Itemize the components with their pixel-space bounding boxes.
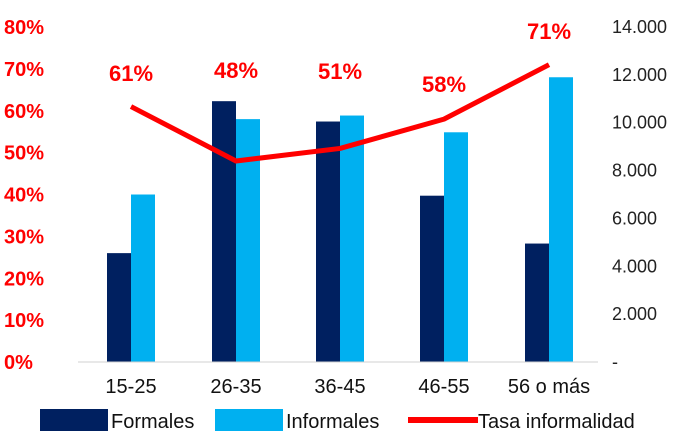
right-tick-label: 6.000: [612, 208, 657, 228]
bar-informales: [131, 194, 155, 362]
rate-label: 58%: [422, 72, 466, 97]
left-tick-label: 0%: [4, 352, 33, 374]
rate-label: 61%: [109, 61, 153, 86]
left-tick-label: 30%: [4, 226, 44, 248]
legend-swatch-formales: [40, 409, 108, 431]
legend-swatch-informales: [215, 409, 283, 431]
right-tick-label: -: [612, 352, 618, 372]
right-tick-label: 4.000: [612, 256, 657, 276]
legend: Formales Informales Tasa informalidad: [40, 409, 635, 433]
left-axis-ticks: 0% 10% 20% 30% 40% 50% 60% 70% 80%: [4, 17, 44, 374]
right-tick-label: 2.000: [612, 304, 657, 324]
tasa-line: [129, 62, 551, 164]
bar-informales: [236, 119, 260, 362]
right-axis-ticks: - 2.000 4.000 6.000 8.000 10.000 12.000 14.000: [612, 17, 667, 372]
bar-informales: [444, 132, 468, 362]
legend-label-tasa: Tasa informalidad: [478, 411, 635, 433]
bar-formales: [107, 253, 131, 362]
bar-informales: [549, 77, 573, 362]
left-tick-label: 70%: [4, 59, 44, 81]
x-tick-label: 15-25: [105, 376, 156, 398]
right-tick-label: 14.000: [612, 17, 667, 37]
rate-label: 51%: [318, 59, 362, 84]
right-tick-label: 10.000: [612, 113, 667, 133]
bar-formales: [212, 101, 236, 362]
right-tick-label: 8.000: [612, 161, 657, 181]
right-tick-label: 12.000: [612, 65, 667, 85]
left-tick-label: 10%: [4, 310, 44, 332]
legend-label-informales: Informales: [286, 411, 379, 433]
x-tick-label: 46-55: [418, 376, 469, 398]
rate-data-labels: 61% 48% 51% 58% 71%: [109, 19, 571, 97]
x-tick-label: 56 o más: [508, 376, 590, 398]
rate-label: 71%: [527, 19, 571, 44]
x-tick-label: 26-35: [210, 376, 261, 398]
legend-label-formales: Formales: [111, 411, 194, 433]
left-tick-label: 80%: [4, 17, 44, 39]
bar-formales: [420, 195, 444, 362]
series-formales-bars: [107, 101, 549, 363]
left-tick-label: 60%: [4, 101, 44, 123]
series-tasa-line: [129, 62, 551, 164]
bar-formales: [525, 243, 549, 362]
x-axis-ticks: 15-25 26-35 36-45 46-55 56 o más: [105, 376, 590, 398]
left-tick-label: 50%: [4, 143, 44, 165]
series-informales-bars: [131, 77, 573, 363]
left-tick-label: 20%: [4, 268, 44, 290]
left-tick-label: 40%: [4, 185, 44, 207]
bar-formales: [316, 121, 340, 363]
x-tick-label: 36-45: [314, 376, 365, 398]
bar-informales: [340, 115, 364, 363]
rate-label: 48%: [214, 58, 258, 83]
